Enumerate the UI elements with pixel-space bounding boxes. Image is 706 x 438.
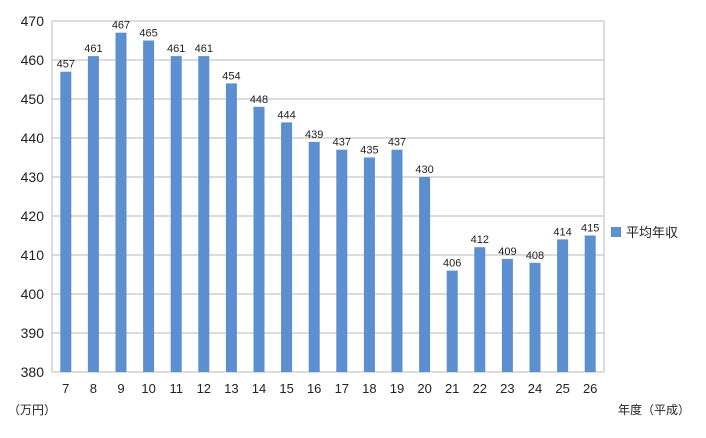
- data-label: 437: [333, 137, 351, 149]
- y-tick-label: 440: [21, 130, 45, 146]
- x-tick-label: 18: [362, 381, 376, 396]
- x-axis-title: 年度（平成）: [618, 403, 691, 417]
- x-tick-label: 7: [62, 381, 69, 396]
- bar: [87, 56, 99, 372]
- x-tick-label: 8: [90, 381, 97, 396]
- data-label: 467: [112, 20, 130, 32]
- bar: [501, 258, 513, 372]
- y-tick-label: 410: [21, 247, 45, 263]
- bar: [198, 56, 210, 372]
- x-axis-ticks: 7 8 9 10 11 12 13 14 15 16 17 18 19 20 21 22 23 24 25 26: [62, 381, 597, 396]
- legend: 平均年収: [611, 222, 678, 241]
- data-label: 415: [581, 223, 599, 235]
- data-label: 457: [57, 59, 75, 71]
- y-tick-label: 430: [21, 169, 45, 185]
- bar: [391, 149, 403, 372]
- y-tick-label: 460: [21, 52, 45, 68]
- bar: [419, 177, 431, 372]
- y-tick-label: 380: [21, 364, 45, 380]
- x-tick-label: 10: [141, 381, 155, 396]
- bar: [474, 247, 486, 372]
- data-label: 430: [415, 164, 433, 176]
- x-tick-label: 20: [417, 381, 431, 396]
- data-label: 461: [195, 43, 213, 55]
- data-label: 444: [277, 109, 295, 121]
- data-label: 461: [84, 43, 102, 55]
- bar: [115, 32, 127, 372]
- data-label: 406: [443, 258, 461, 270]
- x-tick-label: 24: [528, 381, 542, 396]
- data-label: 412: [471, 234, 489, 246]
- bar: [253, 106, 265, 373]
- x-tick-label: 16: [307, 381, 321, 396]
- bar: [446, 270, 458, 372]
- y-tick-label: 450: [21, 91, 45, 107]
- bar: [281, 122, 293, 373]
- legend-label: 平均年収: [626, 226, 679, 241]
- bar: [308, 141, 320, 372]
- bar: [143, 40, 155, 372]
- x-tick-label: 14: [252, 381, 266, 396]
- data-label: 448: [250, 94, 268, 106]
- data-label: 408: [526, 250, 544, 262]
- bar: [363, 157, 375, 372]
- legend-swatch: [611, 226, 621, 237]
- data-label: 435: [360, 145, 378, 157]
- data-label: 437: [388, 137, 406, 149]
- y-tick-label: 400: [21, 286, 45, 302]
- data-label: 439: [305, 129, 323, 141]
- x-tick-label: 12: [197, 381, 211, 396]
- bar: [170, 56, 182, 372]
- x-tick-label: 23: [500, 381, 514, 396]
- bar: [557, 239, 569, 372]
- bar-series: [60, 32, 596, 373]
- data-label: 461: [167, 43, 185, 55]
- y-axis-unit-label: （万円）: [8, 403, 57, 417]
- data-label: 414: [553, 226, 571, 238]
- gridlines: [51, 20, 605, 373]
- x-tick-label: 13: [224, 381, 238, 396]
- bar: [60, 71, 72, 372]
- bar: [584, 235, 596, 372]
- bar: [529, 262, 541, 372]
- x-tick-label: 22: [473, 381, 487, 396]
- bar: [336, 149, 348, 372]
- x-tick-label: 26: [583, 381, 597, 396]
- bar: [225, 83, 237, 373]
- x-tick-label: 21: [445, 381, 459, 396]
- y-tick-label: 420: [21, 208, 45, 224]
- x-tick-label: 11: [169, 381, 183, 396]
- x-tick-label: 15: [279, 381, 293, 396]
- x-tick-label: 17: [335, 381, 349, 396]
- data-labels: 457 461 467 465 461 461 454 448 444 439 437 435 437 4…: [57, 20, 600, 270]
- x-tick-label: 19: [390, 381, 404, 396]
- x-tick-label: 25: [555, 381, 569, 396]
- data-label: 454: [222, 70, 240, 82]
- y-axis-ticks: 380 390 400 410 420 430 440 450 460 470: [21, 13, 45, 380]
- y-tick-label: 470: [21, 13, 45, 29]
- y-tick-label: 390: [21, 325, 45, 341]
- x-tick-label: 9: [117, 381, 124, 396]
- data-label: 409: [498, 246, 516, 258]
- data-label: 465: [139, 28, 157, 40]
